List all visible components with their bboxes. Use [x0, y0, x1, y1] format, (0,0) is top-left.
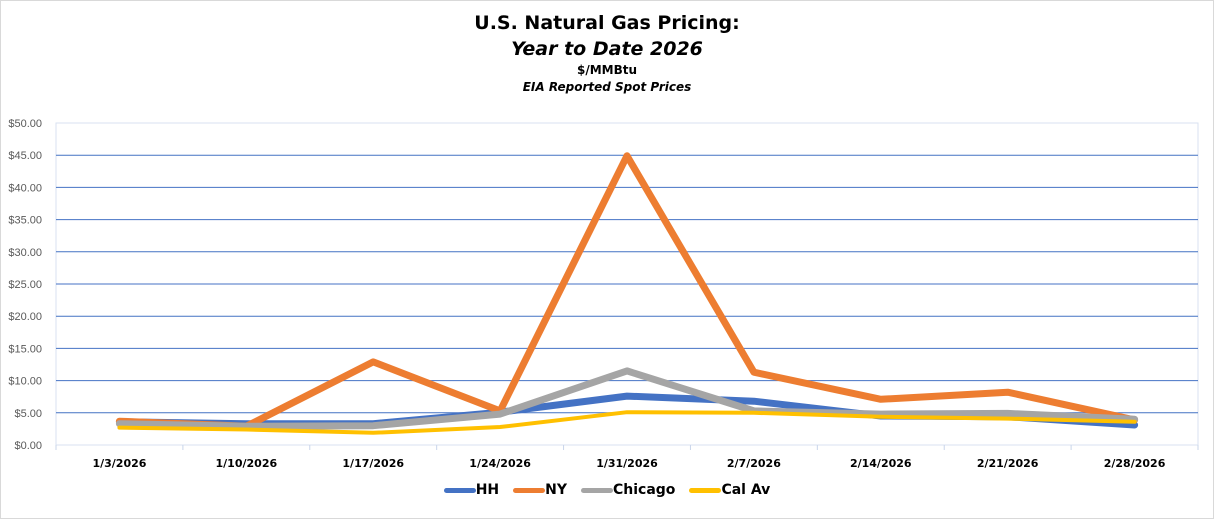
y-tick-label: $25.00 [8, 279, 42, 291]
legend-swatch [513, 487, 546, 493]
y-tick-label: $50.00 [8, 118, 42, 130]
series-line-chicago [115, 367, 1139, 430]
legend-item-chicago: Chicago [581, 482, 675, 498]
y-tick-label: $45.00 [8, 150, 42, 162]
legend-swatch [581, 487, 613, 493]
y-tick-label: $5.00 [14, 408, 42, 420]
x-tick-label: 1/3/2026 [92, 457, 146, 470]
y-tick-label: $0.00 [14, 440, 42, 452]
x-tick-label: 1/31/2026 [596, 457, 658, 470]
chart-source-label: EIA Reported Spot Prices [522, 80, 692, 94]
y-tick-label: $15.00 [8, 343, 42, 355]
x-tick-label: 1/24/2026 [469, 457, 531, 470]
chart-subtitle: Year to Date 2026 [511, 38, 703, 60]
x-tick-label: 2/28/2026 [1104, 457, 1166, 470]
x-tick-label: 2/7/2026 [727, 457, 781, 470]
series-lines [115, 152, 1139, 435]
y-tick-label: $35.00 [8, 215, 42, 227]
legend-label: HH [475, 482, 500, 498]
legend-swatch [689, 487, 722, 493]
legend-item-cal-av: Cal Av [689, 482, 770, 498]
chart-title-block: U.S. Natural Gas Pricing: Year to Date 2… [0, 10, 1214, 96]
legend-label: NY [545, 482, 567, 498]
x-tick-label: 1/17/2026 [342, 457, 404, 470]
y-tick-label: $40.00 [8, 182, 42, 194]
x-tick-label: 1/10/2026 [216, 457, 278, 470]
y-tick-label: $20.00 [8, 311, 42, 323]
legend-item-ny: NY [513, 482, 567, 498]
series-line-ny [115, 152, 1139, 430]
series-line-cal-av [117, 410, 1137, 435]
y-axis: $0.00 $5.00 $10.00 $15.00 $20.00 $25.00 $30.00… [8, 118, 42, 452]
y-tick-label: $30.00 [8, 247, 42, 259]
legend-label: Chicago [613, 482, 676, 498]
chart-units-label: $/MMBtu [576, 63, 638, 77]
x-tick-label: 2/21/2026 [977, 457, 1039, 470]
legend-swatch [443, 487, 476, 493]
y-tick-label: $10.00 [8, 376, 42, 388]
x-tick-label: 2/14/2026 [850, 457, 912, 470]
chart-title: U.S. Natural Gas Pricing: [474, 12, 740, 34]
gridlines [56, 154, 1198, 414]
x-axis: 1/3/2026 1/10/2026 1/17/2026 1/24/2026 1/31/… [55, 444, 1199, 470]
legend-item-hh: HH [443, 482, 500, 498]
legend: HH NY Chicago Cal Av [0, 482, 1214, 498]
legend-label: Cal Av [721, 482, 771, 498]
